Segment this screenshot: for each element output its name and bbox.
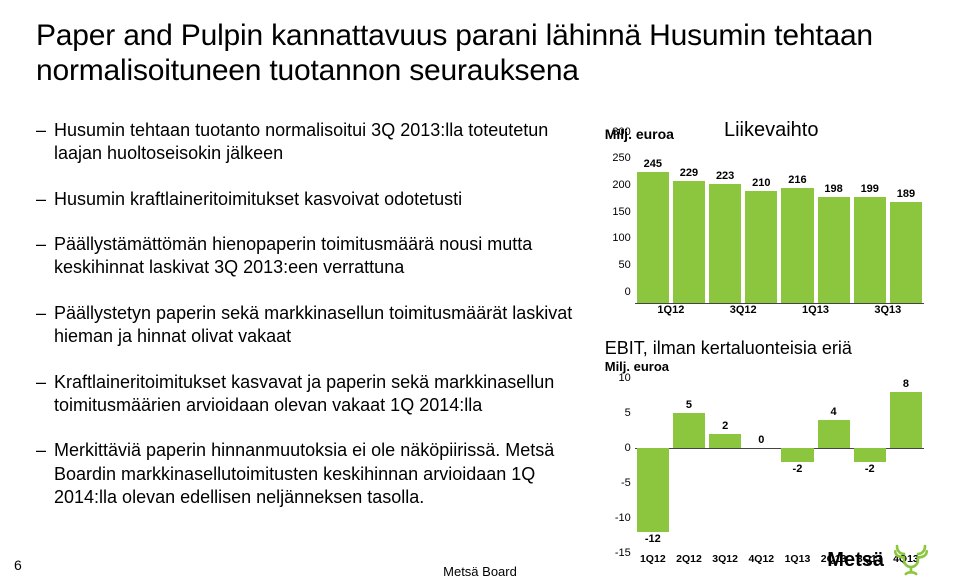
chart1-bar-value: 245 bbox=[644, 158, 662, 170]
chart2-bar-rect bbox=[673, 413, 705, 448]
bullet-item: Päällystetyn paperin sekä markkinasellun… bbox=[36, 302, 579, 349]
moose-icon bbox=[890, 539, 932, 581]
chart1-ytick: 0 bbox=[625, 286, 631, 298]
chart1-bar: 210 bbox=[743, 144, 779, 303]
chart1-bar-rect bbox=[781, 188, 813, 303]
chart2-axis-label: Milj. euroa bbox=[605, 359, 924, 374]
chart1-ytick: 150 bbox=[612, 206, 630, 218]
chart1-bar-rect bbox=[854, 197, 886, 303]
chart2-ytick: -15 bbox=[615, 547, 631, 559]
chart1-title: Liikevaihto bbox=[724, 119, 819, 142]
chart2-bar-value: -2 bbox=[852, 463, 888, 475]
chart1-bar: 216 bbox=[779, 144, 815, 303]
chart2-ytick: 0 bbox=[625, 442, 631, 454]
slide-title: Paper and Pulpin kannattavuus parani läh… bbox=[36, 18, 924, 89]
chart1-plot: 050100150200250300 245229223210216198199… bbox=[605, 144, 924, 324]
chart2-bar-rect bbox=[890, 392, 922, 448]
chart1-bar-value: 210 bbox=[752, 177, 770, 189]
logo: Metsä bbox=[827, 539, 932, 581]
bullet-item: Husumin kraftlaineritoimitukset kasvoiva… bbox=[36, 188, 579, 211]
bullet-item: Husumin tehtaan tuotanto normalisoitui 3… bbox=[36, 119, 579, 166]
chart1-bar-rect bbox=[890, 202, 922, 303]
chart2-bar: -12 bbox=[635, 378, 671, 553]
bullet-list: Husumin tehtaan tuotanto normalisoitui 3… bbox=[36, 119, 605, 573]
chart2-bar: 0 bbox=[743, 378, 779, 553]
chart1-xlabel: 1Q12 bbox=[635, 304, 707, 324]
chart1-xlabel: 3Q12 bbox=[707, 304, 779, 324]
chart1-bar-rect bbox=[673, 181, 705, 303]
chart1-bar: 189 bbox=[888, 144, 924, 303]
bullet-item: Päällystämättömän hienopaperin toimitusm… bbox=[36, 233, 579, 280]
chart2-bar-value: -2 bbox=[779, 463, 815, 475]
chart2-ytick: -10 bbox=[615, 512, 631, 524]
chart1-bar-value: 223 bbox=[716, 170, 734, 182]
chart1-ytick: 200 bbox=[612, 179, 630, 191]
chart2-ytick: 5 bbox=[625, 407, 631, 419]
chart2-bar-rect bbox=[854, 448, 886, 462]
chart1-bar-value: 189 bbox=[897, 188, 915, 200]
bullet-item: Merkittäviä paperin hinnanmuutoksia ei o… bbox=[36, 439, 579, 509]
chart2-bar: -2 bbox=[779, 378, 815, 553]
chart1-bar-rect bbox=[637, 172, 669, 303]
chart2-bar: 5 bbox=[671, 378, 707, 553]
chart1-ytick: 100 bbox=[612, 232, 630, 244]
content-row: Husumin tehtaan tuotanto normalisoitui 3… bbox=[36, 119, 924, 573]
logo-text: Metsä bbox=[827, 549, 884, 572]
chart2-bar: -2 bbox=[852, 378, 888, 553]
chart2-bar-rect bbox=[781, 448, 813, 462]
chart2-bar-value: 0 bbox=[743, 434, 779, 446]
chart1-bar-value: 198 bbox=[824, 183, 842, 195]
chart2-bar-value: 8 bbox=[888, 378, 924, 390]
chart1-bar: 245 bbox=[635, 144, 671, 303]
chart1-bar-value: 216 bbox=[788, 174, 806, 186]
footer-center: Metsä Board bbox=[0, 564, 960, 579]
chart1-bar: 199 bbox=[852, 144, 888, 303]
chart2-bar-value: -12 bbox=[635, 533, 671, 545]
chart2-title: EBIT, ilman kertaluonteisia eriä bbox=[605, 338, 924, 359]
chart2-bar: 4 bbox=[816, 378, 852, 553]
chart1-ytick: 50 bbox=[618, 259, 630, 271]
chart1-ytick: 300 bbox=[612, 126, 630, 138]
chart2-ytick: -5 bbox=[621, 477, 631, 489]
chart2-bar-value: 2 bbox=[707, 420, 743, 432]
chart1-ytick: 250 bbox=[612, 152, 630, 164]
chart2-bar: 8 bbox=[888, 378, 924, 553]
chart1-bar: 229 bbox=[671, 144, 707, 303]
chart1-bar-rect bbox=[745, 191, 777, 303]
chart2-bar-rect bbox=[709, 434, 741, 448]
chart1-header: Milj. euroa Liikevaihto bbox=[605, 119, 924, 142]
chart2-bar-value: 5 bbox=[671, 399, 707, 411]
slide: Paper and Pulpin kannattavuus parani läh… bbox=[0, 0, 960, 587]
bullet-item: Kraftlaineritoimitukset kasvavat ja pape… bbox=[36, 371, 579, 418]
chart2-bar-rect bbox=[637, 448, 669, 532]
charts-column: Milj. euroa Liikevaihto 0501001502002503… bbox=[605, 119, 924, 573]
chart2-bar-value: 4 bbox=[816, 406, 852, 418]
chart2-bar-rect bbox=[818, 420, 850, 448]
revenue-chart: Milj. euroa Liikevaihto 0 50 100 150 200 250 3… bbox=[605, 119, 924, 324]
ebit-chart: EBIT, ilman kertaluonteisia eriä Milj. e… bbox=[605, 338, 924, 573]
chart1-bar-value: 199 bbox=[861, 183, 879, 195]
chart1-xlabel: 1Q13 bbox=[779, 304, 851, 324]
chart1-bar: 198 bbox=[816, 144, 852, 303]
chart2-ytick: 10 bbox=[618, 372, 630, 384]
chart1-xlabel: 3Q13 bbox=[852, 304, 924, 324]
chart2-bar: 2 bbox=[707, 378, 743, 553]
chart1-bar: 223 bbox=[707, 144, 743, 303]
chart1-bar-rect bbox=[818, 197, 850, 303]
chart1-bar-rect bbox=[709, 184, 741, 303]
chart1-bar-value: 229 bbox=[680, 167, 698, 179]
